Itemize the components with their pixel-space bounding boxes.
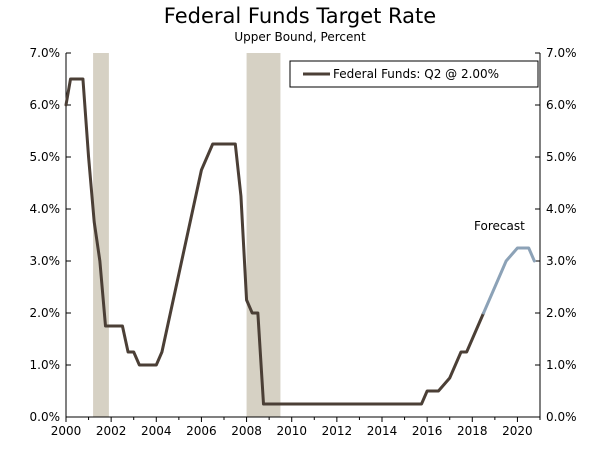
series-lines (64, 77, 536, 406)
x-tick-label: 2012 (322, 424, 353, 438)
y-tick-label-right: 0.0% (546, 410, 577, 424)
chart-axes: 0.0% 0.0% 1.0% 1.0% 2.0% 2.0% 3.0% 3.0% 4.0% 4.0%… (30, 46, 577, 438)
y-tick-label-right: 4.0% (546, 202, 577, 216)
y-tick-label-right: 1.0% (546, 358, 577, 372)
x-tick-label: 2000 (51, 424, 82, 438)
y-tick-label-right: 3.0% (546, 254, 577, 268)
y-tick-label-right: 2.0% (546, 306, 577, 320)
x-tick-label: 2004 (141, 424, 172, 438)
y-tick-label-left: 1.0% (30, 358, 61, 372)
x-tick-label: 2018 (457, 424, 488, 438)
y-tick-label-left: 6.0% (30, 98, 61, 112)
y-tick-label-right: 7.0% (546, 46, 577, 60)
y-tick-label-right: 5.0% (546, 150, 577, 164)
x-tick-label: 2002 (96, 424, 127, 438)
x-tick-label: 2006 (186, 424, 217, 438)
y-tick-label-left: 5.0% (30, 150, 61, 164)
y-tick-label-right: 6.0% (546, 98, 577, 112)
x-tick-label: 2008 (231, 424, 262, 438)
y-tick-label-left: 2.0% (30, 306, 61, 320)
y-tick-label-left: 0.0% (30, 410, 61, 424)
x-tick-label: 2016 (412, 424, 443, 438)
x-tick-label: 2020 (502, 424, 533, 438)
chart-subtitle: Upper Bound, Percent (234, 30, 366, 44)
forecast-annotation: Forecast (474, 219, 525, 233)
x-tick-label: 2010 (276, 424, 307, 438)
x-tick-label: 2014 (367, 424, 398, 438)
series-line-federal-funds (64, 77, 486, 406)
series-line-forecast (482, 246, 536, 315)
y-tick-label-left: 4.0% (30, 202, 61, 216)
recession-band-1 (246, 53, 281, 417)
legend-box (289, 60, 539, 88)
legend: Federal Funds: Q2 @ 2.00% (289, 60, 539, 88)
y-tick-label-left: 7.0% (30, 46, 61, 60)
y-tick-label-left: 3.0% (30, 254, 61, 268)
chart-title: Federal Funds Target Rate (163, 4, 437, 28)
legend-label: Federal Funds: Q2 @ 2.00% (333, 67, 499, 81)
